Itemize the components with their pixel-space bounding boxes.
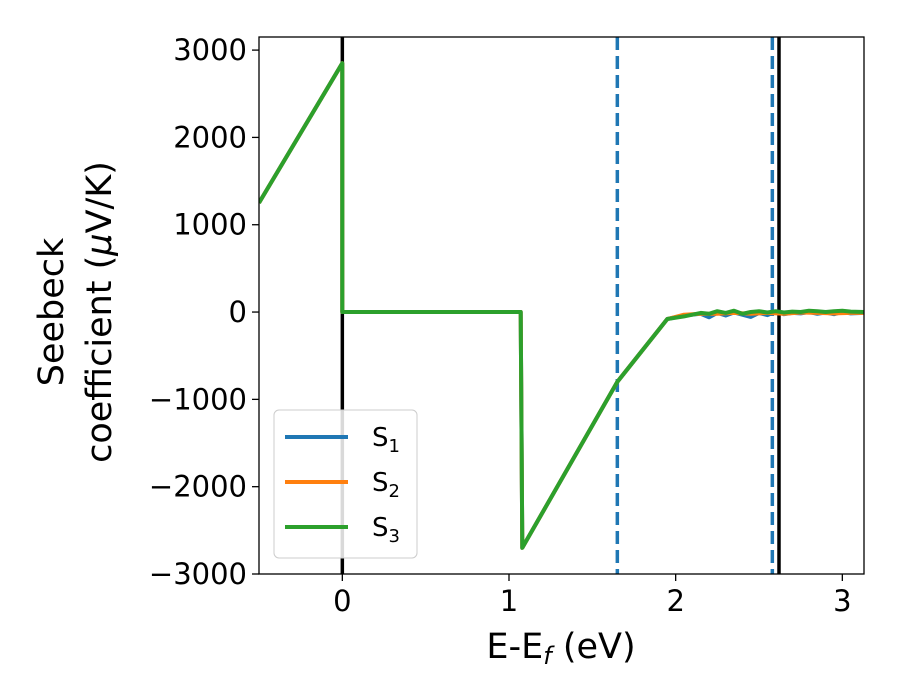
y-tick-label: −2000 (149, 470, 247, 504)
x-tick-label: 1 (500, 584, 518, 618)
legend-label-main: S (372, 423, 389, 453)
y-tick-label: 2000 (173, 120, 247, 154)
y-axis-title-line2: coefficient (μV/K) (80, 161, 120, 463)
legend-label-s3: S3 (372, 513, 400, 547)
legend-label-main: S (372, 513, 389, 543)
legend-label-sub: 2 (389, 481, 400, 502)
series-line-s3 (259, 61, 864, 550)
x-axis-ticks: 0 1 2 3 (333, 574, 852, 618)
x-tick-label: 0 (333, 584, 351, 618)
y-tick-label: 1000 (173, 208, 247, 242)
x-tick-label: 3 (833, 584, 851, 618)
x-axis-title: E-Ef (eV) (486, 627, 635, 670)
legend-label-s1: S1 (372, 423, 400, 457)
series-lines (259, 61, 864, 550)
y-tick-label: 0 (229, 295, 247, 329)
legend-label-main: S (372, 468, 389, 498)
legend-label-sub: 3 (389, 526, 400, 547)
x-tick-label: 2 (666, 584, 684, 618)
y-axis-title-line1: Seebeck (32, 237, 72, 386)
x-axis-title-unit: (eV) (552, 627, 636, 667)
y-axis-title-mu: μ (80, 233, 120, 256)
y-tick-label: −3000 (149, 557, 247, 591)
legend-label-sub: 1 (389, 436, 400, 457)
y-tick-label: −1000 (149, 382, 247, 416)
y-axis-title: Seebeck coefficient (μV/K) (32, 161, 120, 463)
y-tick-label: 3000 (173, 33, 247, 67)
y-axis-ticks: 3000 2000 1000 0 −1000 −2000 −3000 (149, 33, 259, 591)
y-axis-title-unit: V/K) (80, 161, 120, 233)
plot-frame (258, 36, 865, 575)
legend-label-s2: S2 (372, 468, 400, 502)
y-axis-title-prefix: coefficient ( (80, 256, 120, 463)
x-axis-title-main: E-E (486, 627, 543, 667)
